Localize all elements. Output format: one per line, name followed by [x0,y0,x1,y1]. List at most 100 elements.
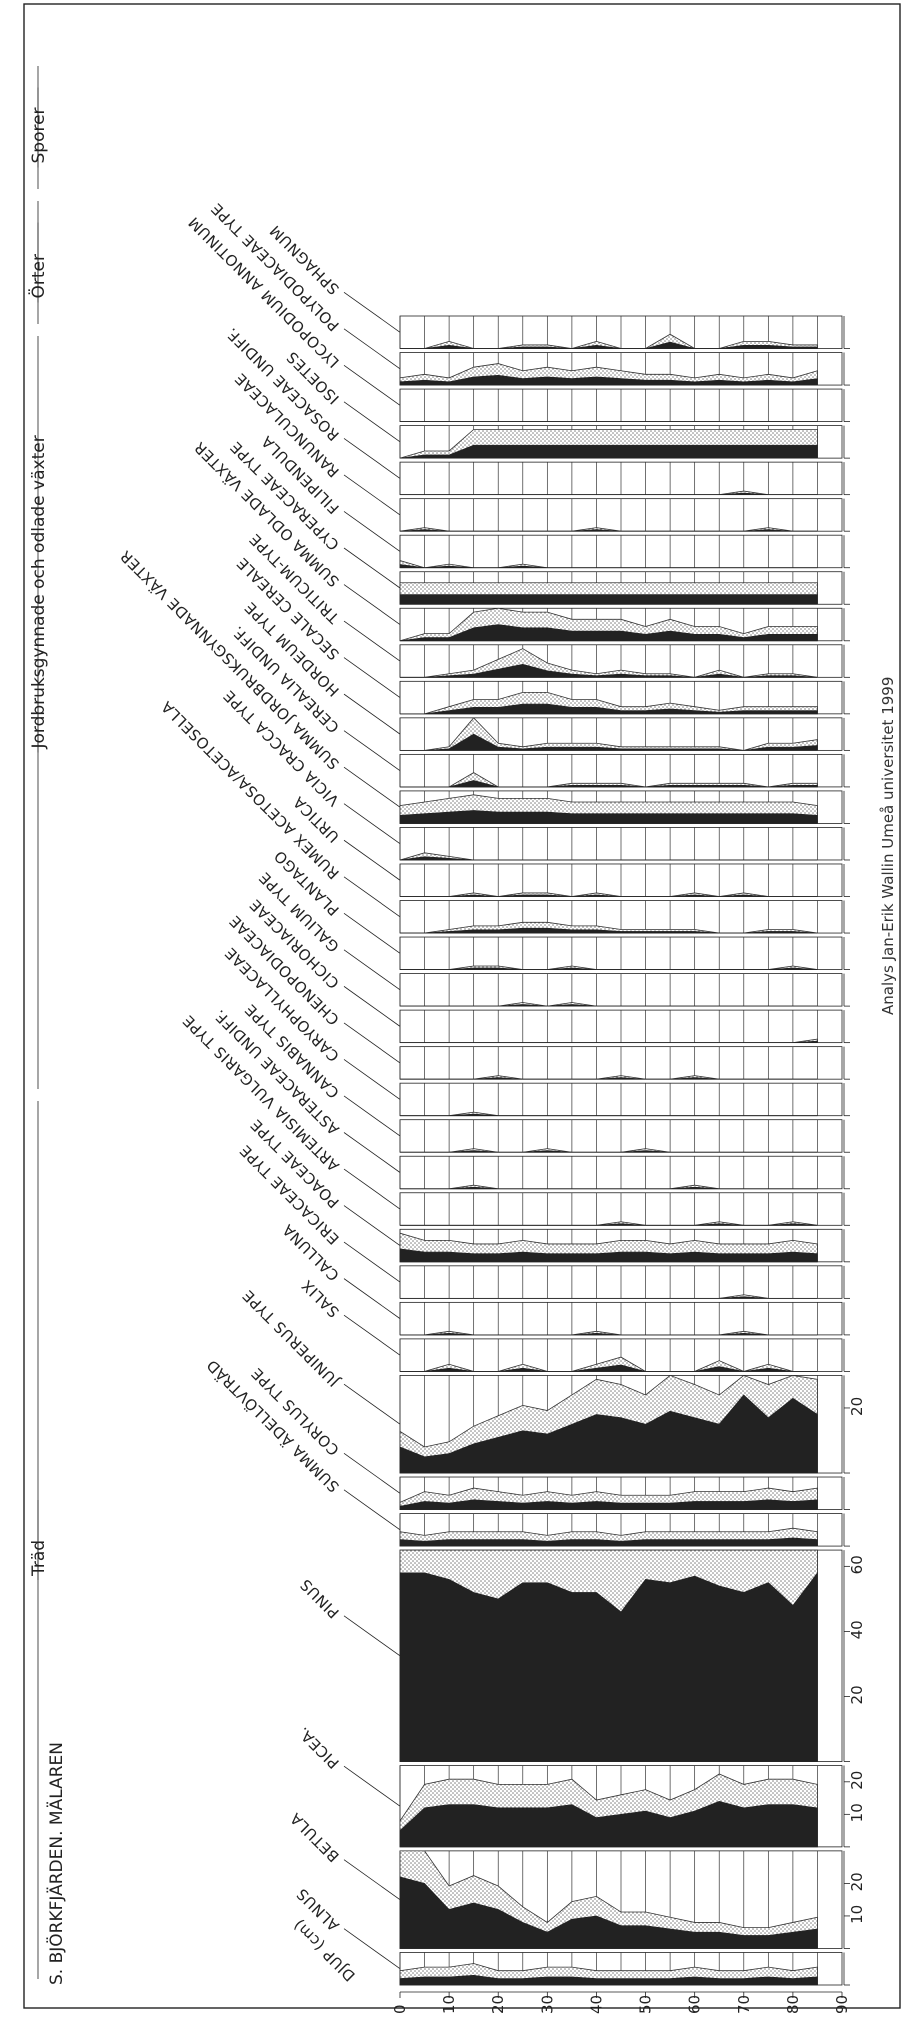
group-label: Träd [29,1540,49,1577]
percentage-silhouette [400,1332,818,1336]
leader-line [343,1489,401,1531]
percentage-silhouette [400,1077,818,1080]
percentage-silhouette [399,564,818,569]
leader-line [343,584,401,625]
taxon-panel [399,607,850,642]
scale-tick-label: 20 [848,1397,866,1416]
taxon-panel [399,1192,850,1226]
group-headers: Träd Jordbruksgynnade och odlade växter Ör… [27,66,49,1979]
leader-line [343,1615,401,1657]
taxon-panels: 10 20 10 20 20 40 60 20 [399,315,866,1986]
percentage-silhouette [399,624,818,642]
taxon-label: PICEA. [294,1723,343,1772]
percentage-silhouette [400,894,818,897]
leader-line [343,876,401,918]
label-leader-lines [343,291,401,1970]
scale-tick-label: 20 [848,1872,866,1891]
leader-line [343,1059,401,1100]
diagram-title: S. BJÖRKFJÄRDEN. MÄLAREN [45,1742,67,1985]
leader-line [343,1132,401,1173]
taxon-panel [399,1301,850,1336]
percentage-silhouette [399,1876,818,1949]
leader-line [343,1314,401,1356]
leader-line [343,766,401,808]
scale-tick-label: 10 [848,1905,866,1924]
taxon-panel [399,425,850,459]
scale-tick-label: 10 [848,1803,866,1822]
depth-tick-label: 20 [489,1995,507,2014]
leader-line [343,365,401,406]
taxon-panel [399,790,850,824]
leader-line [343,620,401,662]
scale-tick-label: 20 [848,1771,866,1790]
taxon-panel [399,315,850,349]
outer-frame [23,3,901,2009]
taxon-label: LYCOPODIUM ANNOTINUM [185,213,343,371]
depth-tick-label: 40 [587,1995,605,2014]
leader-line [343,1095,401,1137]
percentage-silhouette [400,1186,818,1190]
leader-line [343,1452,401,1494]
leader-line [343,547,401,589]
percentage-silhouette [400,733,818,751]
taxon-panel [399,1476,850,1510]
taxon-panel [399,571,850,605]
taxon-panel [399,352,850,386]
percentage-silhouette [399,1801,818,1848]
percentage-silhouette [399,1571,818,1762]
taxon-label: BETULA [286,1809,343,1866]
percentage-silhouette [399,1248,818,1263]
percentage-silhouette [400,1040,818,1043]
percentage-silhouette [399,810,818,824]
leader-line [343,912,401,954]
percentage-silhouette [399,1537,818,1547]
taxon-panel [399,900,850,934]
leader-line [343,986,401,1027]
taxon-panel [399,644,850,678]
leader-line [343,1278,401,1319]
scale-tick-label: 60 [848,1555,866,1574]
leader-line [343,401,401,443]
leader-line [343,1241,401,1283]
taxon-panel [399,1119,850,1153]
percentage-silhouette [400,1296,818,1299]
depth-tick-label: 30 [538,1995,556,2014]
taxon-panel [399,1155,850,1190]
leader-line [343,803,401,845]
taxon-panel: 10 20 [399,1765,866,1848]
leader-line [343,1859,401,1900]
group-label: Sporer [29,107,49,163]
depth-tick-label: 10 [440,1995,458,2014]
taxon-panel [399,388,850,422]
percentage-silhouette [400,967,818,970]
taxon-panel: 10 20 [399,1850,866,1949]
taxon-panel [399,461,850,496]
taxon-panel: 20 40 60 [399,1549,866,1762]
percentage-silhouette [399,594,818,605]
taxon-panel [399,1338,850,1372]
leader-line [343,949,401,991]
percentage-silhouette [400,341,818,349]
leader-line [343,438,401,479]
depth-tick-label: 70 [735,1995,753,2014]
leader-line [343,1383,401,1425]
taxon-label: PINUS [296,1575,342,1621]
depth-tick-label: 60 [686,1995,704,2014]
percentage-silhouette [400,780,818,788]
exaggeration-curve [400,648,818,678]
percentage-silhouette [399,1499,818,1510]
leader-line [343,693,401,735]
leader-line [343,1765,401,1807]
exaggeration-curve [400,772,818,788]
percentage-silhouette [400,1113,818,1116]
leader-line [343,1168,401,1210]
leader-line [343,1928,401,1970]
percentage-silhouette [400,703,818,715]
exaggeration-curve [399,852,818,861]
depth-tick-label: 90 [833,1995,851,2014]
percentage-silhouette [399,856,818,861]
depth-tick-label: 50 [637,1995,655,2014]
leader-line [343,291,401,333]
